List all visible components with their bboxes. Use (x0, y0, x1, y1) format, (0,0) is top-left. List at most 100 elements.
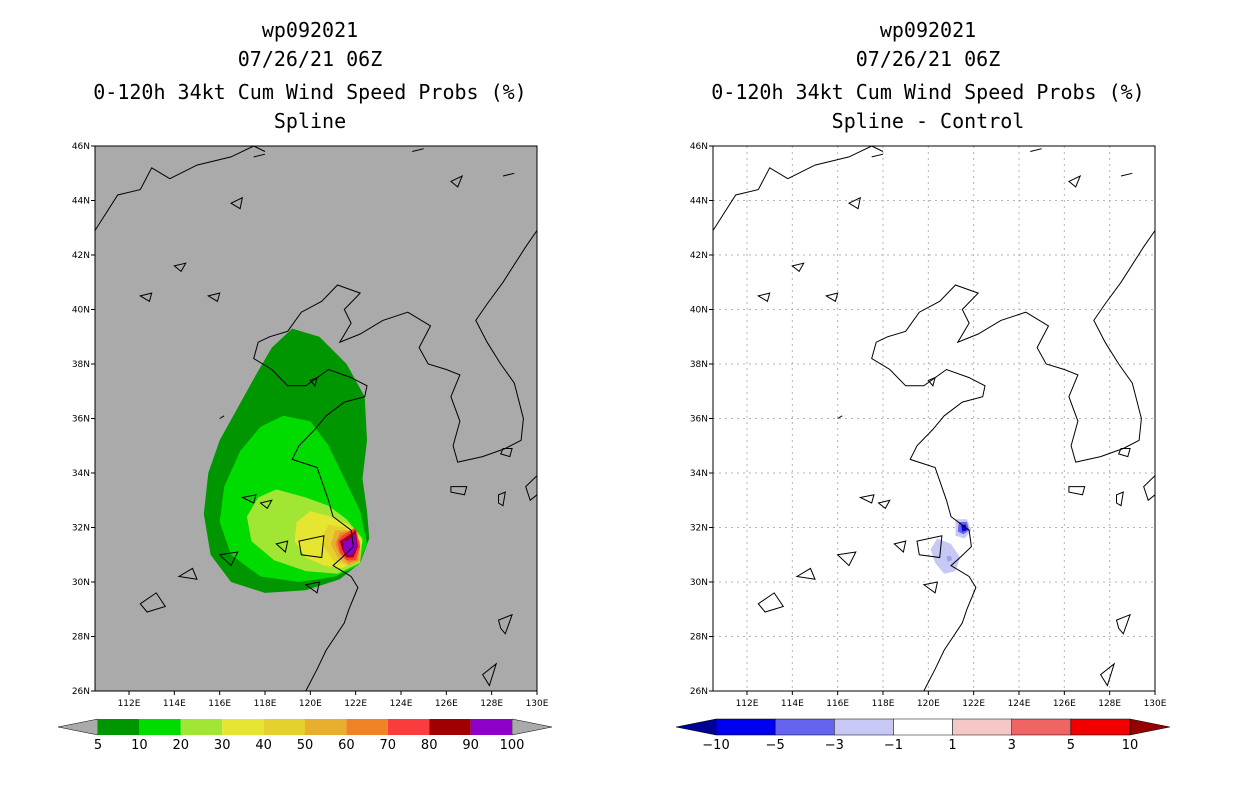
coastline-segment (253, 230, 537, 691)
colorbar-label: 40 (255, 738, 272, 753)
contour-level--3 (946, 556, 953, 562)
axis-ticks: 112E 114E 116E 118E 120E 122E 124E 126E 128E 130E… (690, 142, 1167, 709)
island-outline (795, 567, 816, 580)
island-outline (304, 581, 321, 594)
colorbar-label: −10 (702, 738, 729, 753)
x-tick-label: 130E (526, 699, 549, 709)
y-tick-label: 38N (690, 360, 708, 370)
island-outline (177, 567, 198, 580)
island-outline (1030, 148, 1042, 152)
island-outline (449, 174, 464, 188)
left-storm-id: wp092021 (261, 18, 359, 42)
island-outline (1143, 475, 1155, 502)
island-outline (877, 499, 891, 510)
colorbar-label: 5 (1067, 738, 1075, 753)
island-outline (756, 292, 771, 303)
island-outline (502, 172, 515, 177)
colorbar-label: 30 (214, 738, 231, 753)
island-outline (1099, 662, 1116, 687)
colorbar-label: 5 (94, 738, 102, 753)
colorbar: −10 −5 −3 −1 1 3 5 10 (675, 718, 1171, 753)
colorbar-swatch (893, 718, 953, 736)
x-tick-label: 124E (390, 699, 413, 709)
x-tick-label: 126E (435, 699, 458, 709)
contour-level--1 (930, 538, 961, 574)
x-tick-label: 128E (1098, 699, 1121, 709)
island-outline (1115, 613, 1131, 635)
coastline-segment (713, 146, 872, 231)
grid-lines (713, 146, 1155, 691)
right-storm-time: 07/26/21 06Z (855, 47, 1001, 71)
colorbar-label: 50 (297, 738, 314, 753)
x-tick-label: 118E (872, 699, 895, 709)
island-outline (498, 491, 506, 507)
island-outline (218, 551, 239, 567)
x-tick-label: 112E (118, 699, 141, 709)
x-tick-label: 126E (1053, 699, 1076, 709)
x-tick-label: 118E (254, 699, 277, 709)
island-outline (450, 486, 468, 496)
colorbar: 5 10 20 30 40 50 60 70 80 90 100 (57, 718, 553, 753)
colorbar-high-extend (1129, 718, 1171, 736)
colorbar-swatch (1011, 718, 1072, 736)
x-tick-label: 120E (299, 699, 322, 709)
x-tick-label: 116E (208, 699, 231, 709)
island-outline (791, 262, 805, 273)
spline-probability-map: 112E 114E 116E 118E 120E 122E 124E 126E 128E 130E… (57, 142, 553, 753)
colorbar-swatch (429, 719, 471, 735)
y-tick-label: 30N (690, 578, 708, 588)
island-outline (916, 535, 943, 559)
right-chart-subtitle: Spline - Control (831, 109, 1025, 133)
island-outline (525, 475, 537, 502)
colorbar-label: 10 (131, 738, 148, 753)
y-tick-label: 42N (72, 251, 90, 261)
y-tick-label: 40N (690, 306, 708, 316)
spline-control-difference-map: 112E 114E 116E 118E 120E 122E 124E 126E 128E 130E… (675, 142, 1171, 753)
y-tick-label: 38N (72, 360, 90, 370)
x-tick-label: 128E (480, 699, 503, 709)
x-tick-label: 112E (736, 699, 759, 709)
island-outline (138, 292, 153, 303)
left-storm-time: 07/26/21 06Z (237, 47, 383, 71)
island-outline (824, 292, 839, 303)
colorbar-swatch (470, 719, 512, 735)
island-outline (219, 415, 225, 419)
colorbar-swatch (222, 719, 264, 735)
island-outline (206, 292, 221, 303)
colorbar-low-extend (675, 718, 717, 736)
island-outline (858, 494, 875, 504)
y-tick-label: 44N (72, 197, 90, 207)
x-tick-label: 114E (781, 699, 804, 709)
island-outline (275, 540, 289, 553)
x-tick-label: 122E (344, 699, 367, 709)
colorbar-label: 80 (421, 738, 438, 753)
colorbar-swatch (774, 718, 835, 736)
y-tick-label: 34N (72, 469, 90, 479)
island-outline (836, 551, 857, 567)
colorbar-label: 10 (1122, 738, 1139, 753)
colorbar-label: 60 (338, 738, 355, 753)
y-tick-label: 26N (690, 687, 708, 697)
y-tick-label: 44N (690, 197, 708, 207)
y-tick-label: 28N (72, 633, 90, 643)
colorbar-swatch (834, 718, 894, 736)
island-outline (173, 262, 187, 273)
left-chart-title: 0-120h 34kt Cum Wind Speed Probs (%) (93, 80, 527, 104)
colorbar-swatch (715, 718, 776, 736)
x-tick-label: 116E (826, 699, 849, 709)
axis-ticks: 112E 114E 116E 118E 120E 122E 124E 126E 128E 130E… (72, 142, 549, 709)
x-tick-label: 114E (163, 699, 186, 709)
colorbar-swatch (346, 719, 388, 735)
x-tick-label: 130E (1144, 699, 1167, 709)
colorbar-swatch (1070, 718, 1131, 736)
island-outline (229, 196, 243, 210)
island-outline (871, 153, 884, 158)
colorbar-swatch (305, 719, 347, 735)
colorbar-swatch (139, 719, 181, 735)
colorbar-label: 90 (462, 738, 479, 753)
colorbar-low-extend (57, 718, 99, 736)
island-outline (922, 581, 939, 594)
coastline (713, 146, 1155, 691)
coastline (95, 146, 537, 691)
